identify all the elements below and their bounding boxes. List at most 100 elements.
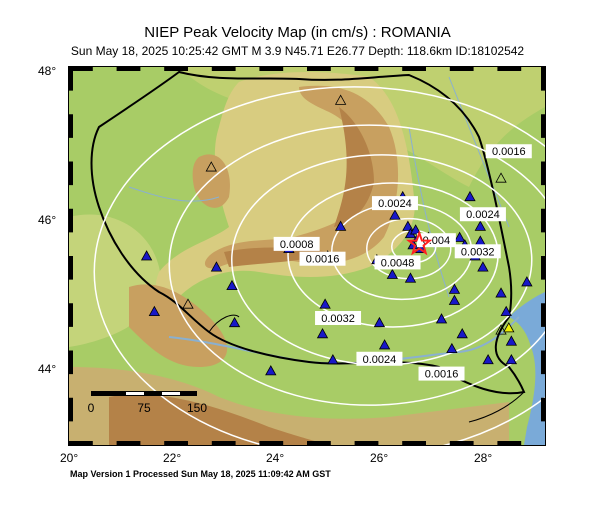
station-marker: [456, 327, 468, 339]
contour-label: 0.0032: [321, 313, 355, 325]
epicenter-star: [405, 230, 433, 256]
contour-label-box: [374, 255, 421, 270]
station-marker-hollow: [495, 172, 507, 183]
station-marker: [210, 261, 223, 272]
romania-border: [90, 70, 526, 395]
frame-tick: [69, 303, 73, 327]
contour-label: 0.0016: [306, 254, 340, 266]
station-marker-hollow: [182, 298, 194, 309]
frame-tick: [259, 441, 284, 445]
frame-tick: [69, 114, 73, 138]
lon-label-20: 20°: [60, 451, 79, 465]
lat-label-46: 46°: [38, 213, 57, 227]
station-marker: [474, 220, 487, 231]
station-marker: [140, 250, 153, 261]
pgv-contour: [93, 86, 545, 445]
frame-tick: [497, 67, 522, 71]
contour-label: 0.0016: [425, 369, 459, 381]
black-sea: [509, 292, 545, 445]
station-marker: [148, 305, 161, 316]
station-marker: [319, 298, 331, 309]
station-marker: [464, 190, 476, 202]
station-marker: [448, 283, 461, 294]
event-info: Sun May 18, 2025 10:25:42 GMT M 3.9 N45.…: [70, 44, 525, 58]
river: [408, 126, 450, 298]
frame-tick: [116, 441, 141, 445]
station-marker: [378, 339, 391, 350]
frame-tick: [497, 441, 522, 445]
contour-label-box: [371, 196, 418, 211]
frame-tick: [449, 441, 474, 445]
station-marker: [435, 313, 448, 324]
frame-tick: [69, 208, 73, 233]
lon-label-28: 28°: [474, 451, 493, 465]
frame-tick: [69, 67, 73, 91]
frame-tick: [307, 441, 331, 445]
station-marker-yellow: [503, 322, 515, 333]
contour-label: 0.004: [423, 235, 451, 247]
apuseni-mountains: [192, 154, 230, 208]
contour-label-box: [299, 251, 346, 266]
lat-label-44: 44°: [38, 362, 57, 376]
frame-tick: [541, 67, 545, 91]
frame-tick: [541, 350, 545, 375]
station-marker-hollow: [334, 94, 347, 105]
frame-tick: [69, 350, 73, 375]
frame-tick: [541, 161, 545, 186]
pgv-contour: [168, 124, 545, 406]
frame-tick: [541, 397, 545, 422]
frame-tick: [402, 441, 426, 445]
contour-label-box: [418, 366, 465, 381]
contour-label: 0.0032: [461, 246, 495, 258]
scale-bar-segment: [162, 392, 180, 395]
station-marker: [482, 353, 494, 365]
epicenter-marker: [405, 230, 433, 256]
scale-bar: 0 75 150: [88, 391, 207, 415]
frame-tick: [69, 161, 73, 186]
frame-tick: [354, 441, 379, 445]
map-title: NIEP Peak Velocity Map (in cm/s) : ROMAN…: [144, 24, 451, 41]
contour-label: 0.0016: [492, 146, 526, 158]
station-marker: [446, 342, 458, 354]
map-frame: 0.0016 0.0024 0.0024 0.004 0.0032 0.0048 0.000…: [68, 66, 546, 446]
frame-tick: [541, 208, 545, 233]
station-marker: [521, 276, 533, 287]
station-marker: [505, 353, 518, 365]
station-marker: [453, 231, 466, 242]
station-marker: [334, 220, 347, 231]
station-marker: [265, 365, 277, 376]
frame-tick: [449, 67, 474, 71]
balkan-range: [109, 394, 329, 445]
station-marker: [386, 268, 399, 279]
frame-tick: [402, 67, 426, 71]
contour-label: 0.0048: [381, 257, 415, 269]
contour-label: 0.0024: [466, 209, 500, 221]
contour-label-box: [454, 244, 501, 259]
balkan-west-mountains: [129, 284, 228, 367]
frame-tick: [541, 303, 545, 327]
frame-tick: [69, 441, 93, 445]
station-marker: [500, 305, 512, 316]
station-marker-hollow: [205, 161, 217, 172]
contour-label: 0.0024: [378, 198, 412, 210]
eastern-carpathians-peaks: [334, 107, 374, 227]
station-marker: [495, 287, 507, 298]
station-marker: [373, 316, 386, 328]
frame-tick: [69, 256, 73, 280]
contour-label: 0.0024: [363, 354, 397, 366]
frame-tick: [259, 67, 284, 71]
shakemap-canvas: 0.0016 0.0024 0.0024 0.004 0.0032 0.0048 0.000…: [69, 67, 545, 445]
station-marker: [327, 353, 339, 365]
contour-label-box: [356, 351, 403, 366]
frame-tick: [164, 441, 188, 445]
frame-tick: [211, 441, 236, 445]
contour-label-box: [315, 311, 362, 325]
lon-label-22: 22°: [163, 451, 182, 465]
frame-tick: [69, 67, 93, 71]
station-marker: [448, 294, 461, 305]
station-marker: [226, 279, 238, 291]
station-marker: [389, 209, 401, 220]
frame-tick: [116, 67, 141, 71]
frame-tick: [69, 397, 73, 422]
contour-label-layer: 0.0016 0.0024 0.0024 0.004 0.0032 0.0048 0.000…: [273, 144, 532, 381]
